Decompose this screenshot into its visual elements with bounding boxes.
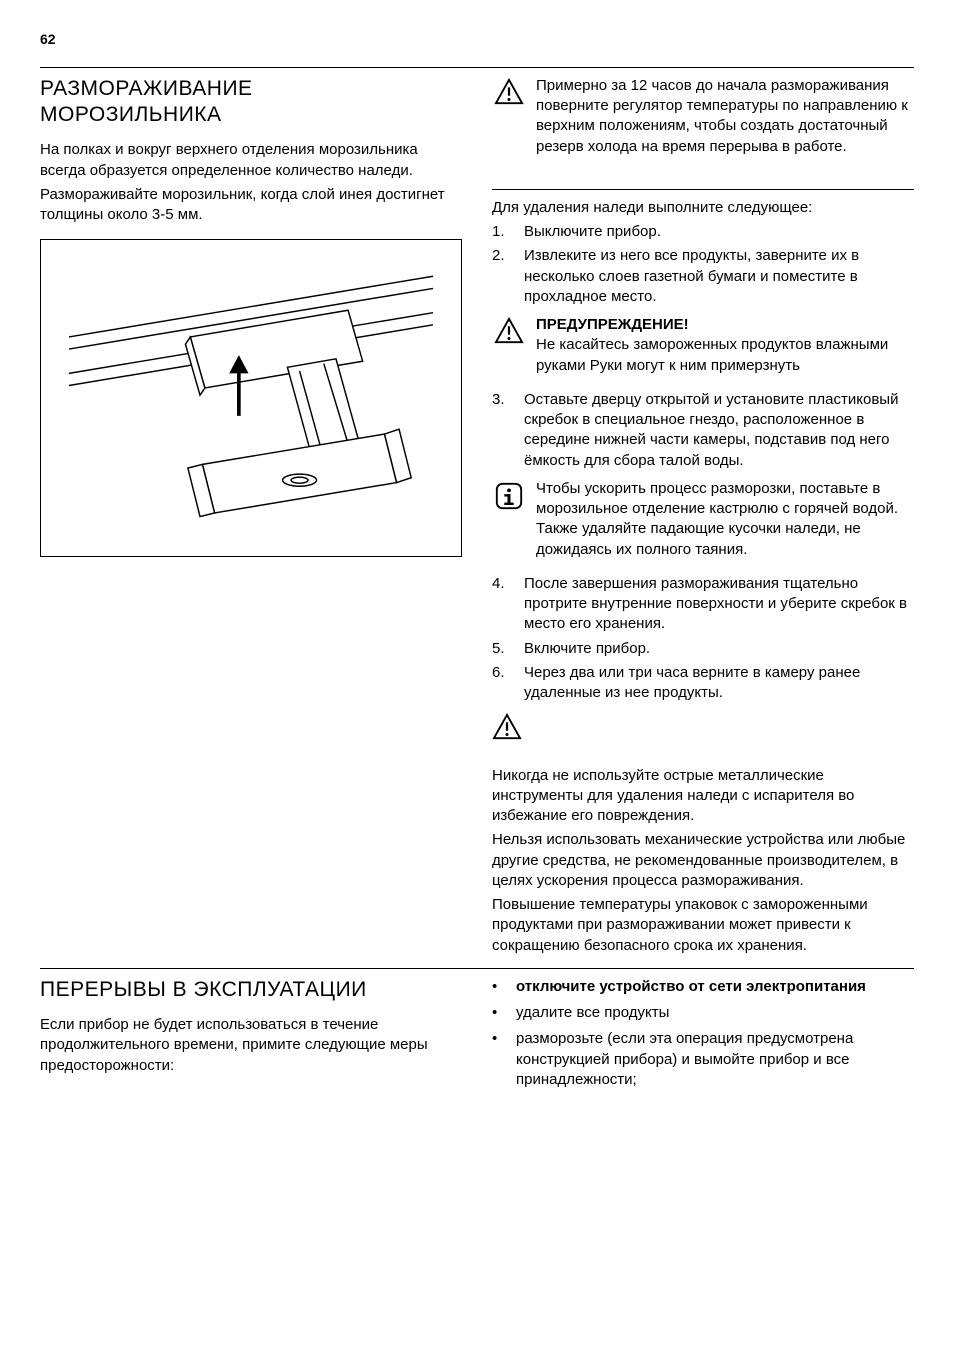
bullet-text: удалите все продукты [516,1003,914,1023]
section-defrosting: РАЗМОРАЖИВАНИЕ МОРОЗИЛЬНИКА На полках и … [40,76,914,960]
diagram-svg [53,252,449,543]
paragraph: Не касайтесь замороженных продуктов влаж… [536,335,914,376]
callout-body: Чтобы ускорить процесс разморозки, поста… [536,479,914,564]
warning-icon [492,76,526,161]
steps-list: Выключите прибор. Извлеките из него все … [492,222,914,307]
list-item: Включите прибор. [492,639,914,659]
list-item: отключите устройство от сети электропита… [492,977,914,997]
list-item: После завершения размораживания тщательн… [492,574,914,635]
title-line1: РАЗМОРАЖИВАНИЕ [40,77,253,100]
warning-icon-standalone [492,713,914,747]
list-item: Через два или три часа верните в камеру … [492,663,914,704]
bullet-list: отключите устройство от сети электропита… [492,977,914,1090]
paragraph: Размораживайте морозильник, когда слой и… [40,185,462,226]
section-title: ПЕРЕРЫВЫ В ЭКСПЛУАТАЦИИ [40,977,462,1003]
steps-list: Оставьте дверцу открытой и установите пл… [492,390,914,471]
warning-heading: ПРЕДУПРЕЖДЕНИЕ! [536,315,914,335]
paragraph: Никогда не используйте острые металличес… [492,766,914,827]
paragraph: Повышение температуры упаковок с заморож… [492,895,914,956]
scraper-diagram [40,239,462,556]
list-item: удалите все продукты [492,1003,914,1023]
paragraph: На полках и вокруг верхнего отделения мо… [40,140,462,181]
step-text: Извлеките из него все продукты, завернит… [524,246,914,307]
section-title: РАЗМОРАЖИВАНИЕ МОРОЗИЛЬНИКА [40,76,462,129]
divider [40,67,914,68]
step-text: Выключите прибор. [524,222,914,242]
divider [40,968,914,969]
right-column: Примерно за 12 часов до начала разморажи… [492,76,914,960]
info-icon [492,479,526,564]
bullet-text: отключите устройство от сети электропита… [516,977,914,997]
info-speedup: Чтобы ускорить процесс разморозки, поста… [492,479,914,564]
paragraph: Нельзя использовать механические устройс… [492,830,914,891]
callout-body: ПРЕДУПРЕЖДЕНИЕ! Не касайтесь замороженны… [536,315,914,380]
title-line2: МОРОЗИЛЬНИКА [40,103,222,126]
list-item: Выключите прибор. [492,222,914,242]
step-text: Включите прибор. [524,639,914,659]
paragraph: Для удаления наледи выполните следующее: [492,198,914,218]
warning-hands: ПРЕДУПРЕЖДЕНИЕ! Не касайтесь замороженны… [492,315,914,380]
callout-body: Примерно за 12 часов до начала разморажи… [536,76,914,161]
right-column: отключите устройство от сети электропита… [492,977,914,1096]
list-item: разморозьте (если эта операция предусмот… [492,1029,914,1090]
divider [492,189,914,190]
steps-list: После завершения размораживания тщательн… [492,574,914,704]
section-idle-periods: ПЕРЕРЫВЫ В ЭКСПЛУАТАЦИИ Если прибор не б… [40,977,914,1096]
paragraph: Примерно за 12 часов до начала разморажи… [536,76,914,157]
bullet-text: разморозьте (если эта операция предусмот… [516,1029,914,1090]
left-column: ПЕРЕРЫВЫ В ЭКСПЛУАТАЦИИ Если прибор не б… [40,977,462,1096]
paragraph: Чтобы ускорить процесс разморозки, поста… [536,479,914,560]
step-text: После завершения размораживания тщательн… [524,574,914,635]
page-number: 62 [40,30,914,49]
left-column: РАЗМОРАЖИВАНИЕ МОРОЗИЛЬНИКА На полках и … [40,76,462,960]
step-text: Оставьте дверцу открытой и установите пл… [524,390,914,471]
warning-icon [492,315,526,380]
pre-defrost-tip: Примерно за 12 часов до начала разморажи… [492,76,914,161]
step-text: Через два или три часа верните в камеру … [524,663,914,704]
paragraph: Если прибор не будет использоваться в те… [40,1015,462,1076]
list-item: Извлеките из него все продукты, завернит… [492,246,914,307]
list-item: Оставьте дверцу открытой и установите пл… [492,390,914,471]
